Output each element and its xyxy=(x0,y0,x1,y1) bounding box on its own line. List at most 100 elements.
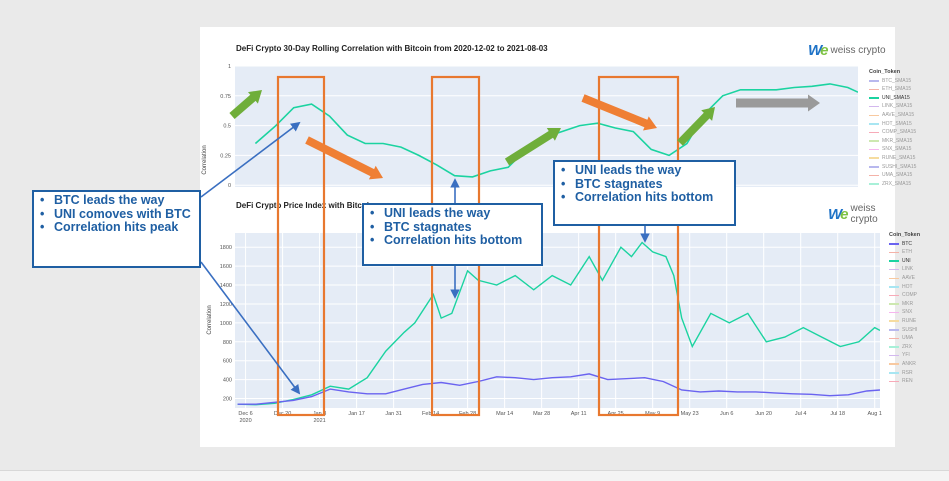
legend-item[interactable]: BTC_SMA15 xyxy=(869,77,916,86)
legend-swatch xyxy=(869,123,879,125)
legend-swatch xyxy=(889,294,899,297)
callout-right: UNI leads the way BTC stagnates Correlat… xyxy=(553,160,736,226)
callout-left-point: UNI comoves with BTC xyxy=(40,207,195,222)
correlation-chart-title: DeFi Crypto 30-Day Rolling Correlation w… xyxy=(236,44,548,53)
legend-label: COMP xyxy=(902,292,917,299)
legend-label: BTC xyxy=(902,240,912,247)
legend-item[interactable]: LINK_SMA15 xyxy=(869,102,916,111)
legend-item[interactable]: SUSHI_SMA15 xyxy=(869,163,916,172)
legend-swatch xyxy=(889,251,899,254)
legend-label: UNI_SMA15 xyxy=(882,94,910,101)
legend-item[interactable]: LINK xyxy=(889,265,920,274)
legend-swatch xyxy=(889,303,899,305)
legend-swatch xyxy=(889,346,899,348)
legend-item[interactable]: ANKR xyxy=(889,360,920,369)
legend-label: RUNE xyxy=(902,317,917,324)
callout-middle: UNI leads the way BTC stagnates Correlat… xyxy=(362,203,543,266)
legend-item[interactable]: UNI_SMA15 xyxy=(869,94,916,103)
weiss-logo-text: weiss crypto xyxy=(830,45,886,56)
legend-item[interactable]: REN xyxy=(889,377,920,386)
weiss-crypto-logo-2: We weiss crypto xyxy=(828,203,895,225)
legend-item[interactable]: UMA xyxy=(889,334,920,343)
legend-swatch xyxy=(889,320,899,322)
legend-swatch xyxy=(869,140,879,142)
legend-item[interactable]: UMA_SMA15 xyxy=(869,171,916,180)
legend-swatch xyxy=(869,166,879,168)
callout-right-point: Correlation hits bottom xyxy=(561,190,730,205)
legend-swatch xyxy=(869,105,879,108)
legend-item[interactable]: SNX_SMA15 xyxy=(869,145,916,154)
correlation-chart-card: DeFi Crypto 30-Day Rolling Correlation w… xyxy=(200,27,916,187)
legend-label: AAVE_SMA15 xyxy=(882,111,915,118)
legend-item[interactable]: ETH_SMA15 xyxy=(869,85,916,94)
callout-left: BTC leads the way UNI comoves with BTC C… xyxy=(32,190,201,268)
legend-label: COMP_SMA15 xyxy=(882,129,917,136)
legend-item[interactable]: ZRX xyxy=(889,343,920,352)
legend-swatch xyxy=(889,380,899,383)
callout-middle-point: BTC stagnates xyxy=(370,220,537,235)
legend-label: HOT_SMA15 xyxy=(882,120,912,127)
legend-item[interactable]: HOT_SMA15 xyxy=(869,120,916,129)
weiss-logo-icon: We xyxy=(828,205,849,223)
legend-label: UMA_SMA15 xyxy=(882,172,913,179)
legend-label: RUNE_SMA15 xyxy=(882,154,916,161)
legend-item[interactable]: COMP xyxy=(889,291,920,300)
legend-item[interactable]: RUNE_SMA15 xyxy=(869,154,916,163)
legend-swatch xyxy=(869,174,879,177)
legend-label: SUSHI_SMA15 xyxy=(882,163,917,170)
legend-swatch xyxy=(869,131,879,134)
legend-swatch xyxy=(889,277,899,280)
legend-item[interactable]: YFI xyxy=(889,351,920,360)
legend-swatch xyxy=(869,80,879,82)
legend-label: REN xyxy=(902,378,913,385)
correlation-legend: Coin_Token BTC_SMA15 ETH_SMA15 UNI_SMA15 LI… xyxy=(869,68,916,188)
legend-label: ETH xyxy=(902,249,912,256)
legend-item[interactable]: SNX xyxy=(889,308,920,317)
legend-label: UNI xyxy=(902,257,911,264)
legend-item[interactable]: COMP_SMA15 xyxy=(869,128,916,137)
callout-right-point: BTC stagnates xyxy=(561,177,730,192)
legend-label: RSR xyxy=(902,369,913,376)
legend-label: AAVE xyxy=(902,274,915,281)
legend-swatch xyxy=(889,243,899,245)
legend-item[interactable]: AAVE xyxy=(889,274,920,283)
legend-item[interactable]: MKR xyxy=(889,300,920,309)
price-index-chart-card: DeFi Crypto Price Index with Bitcoin We … xyxy=(200,187,920,447)
price-index-chart-title: DeFi Crypto Price Index with Bitcoin xyxy=(236,201,374,210)
legend-label: MKR xyxy=(902,300,914,307)
legend-swatch xyxy=(889,363,899,365)
legend-title: Coin_Token xyxy=(869,69,901,75)
legend-item[interactable]: HOT xyxy=(889,283,920,292)
legend-label: BTC_SMA15 xyxy=(882,77,912,84)
legend-swatch xyxy=(889,329,899,331)
weiss-crypto-logo: We weiss crypto xyxy=(808,42,886,59)
legend-item[interactable]: UNI xyxy=(889,257,920,266)
legend-label: MKR_SMA15 xyxy=(882,137,913,144)
legend-item[interactable]: RSR xyxy=(889,369,920,378)
legend-label: ETH_SMA15 xyxy=(882,86,912,93)
legend-item[interactable]: BTC xyxy=(889,240,920,249)
legend-item[interactable]: RUNE xyxy=(889,317,920,326)
callout-right-point: UNI leads the way xyxy=(561,163,730,178)
legend-label: SUSHI xyxy=(902,326,918,333)
legend-label: ZRX xyxy=(902,343,912,350)
legend-swatch xyxy=(889,268,899,271)
legend-item[interactable]: AAVE_SMA15 xyxy=(869,111,916,120)
legend-swatch xyxy=(889,372,899,374)
bottom-strip xyxy=(0,470,949,481)
legend-label: SNX_SMA15 xyxy=(882,146,912,153)
legend-item[interactable]: ETH xyxy=(889,248,920,257)
price-index-legend: Coin_Token BTC ETH UNI LINK AAVE HOT COMP MKR SN… xyxy=(889,231,920,386)
legend-swatch xyxy=(869,88,879,91)
callout-middle-point: UNI leads the way xyxy=(370,206,537,221)
legend-item[interactable]: SUSHI xyxy=(889,326,920,335)
weiss-logo-text: weiss crypto xyxy=(850,203,878,225)
legend-swatch xyxy=(889,337,899,340)
callout-left-point: BTC leads the way xyxy=(40,193,195,208)
legend-item[interactable]: ZRX_SMA15 xyxy=(869,180,916,189)
legend-swatch xyxy=(869,148,879,151)
legend-item[interactable]: MKR_SMA15 xyxy=(869,137,916,146)
legend-swatch xyxy=(869,114,879,117)
legend-swatch xyxy=(889,260,899,262)
callout-middle-point: Correlation hits bottom xyxy=(370,233,537,248)
